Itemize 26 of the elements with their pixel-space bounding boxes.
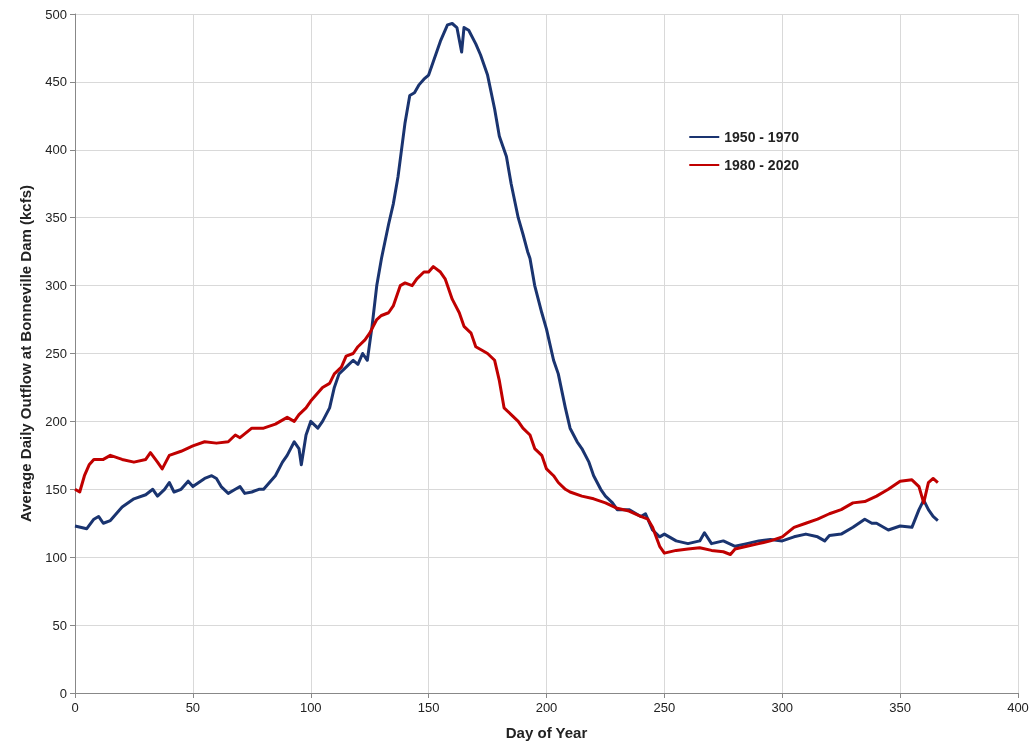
x-tick-label: 150: [417, 700, 440, 715]
legend-label: 1950 - 1970: [724, 129, 800, 145]
x-tick-label: 50: [185, 700, 201, 715]
y-tick-label: 150: [45, 481, 67, 497]
y-tick-label: 400: [45, 142, 67, 158]
y-tick-label: 300: [45, 278, 67, 294]
line-series: [73, 265, 940, 556]
x-tick-label: 400: [1007, 700, 1029, 715]
x-tick-label: 300: [771, 700, 794, 715]
x-axis-title: Day of Year: [505, 724, 588, 741]
y-tick-label: 500: [45, 6, 67, 22]
x-tick-label: 200: [535, 700, 558, 715]
y-axis-title: Average Daily Outflow at Bonneville Dam (kcfs): [17, 184, 34, 523]
line-series: [73, 22, 940, 548]
y-tick-label: 450: [45, 74, 67, 90]
y-tick-label: 50: [52, 617, 67, 633]
y-tick-label: 100: [45, 549, 67, 565]
x-tick-label: 0: [71, 700, 79, 715]
legend-label: 1980 - 2020: [724, 157, 800, 173]
y-tick-label: 350: [45, 210, 67, 226]
y-tick-label: 250: [45, 346, 67, 361]
y-tick-label: 200: [45, 413, 67, 429]
x-tick-label: 250: [653, 700, 676, 715]
x-tick-label: 100: [299, 700, 322, 715]
x-tick-label: 350: [889, 700, 911, 715]
y-tick-label: 0: [59, 685, 67, 701]
